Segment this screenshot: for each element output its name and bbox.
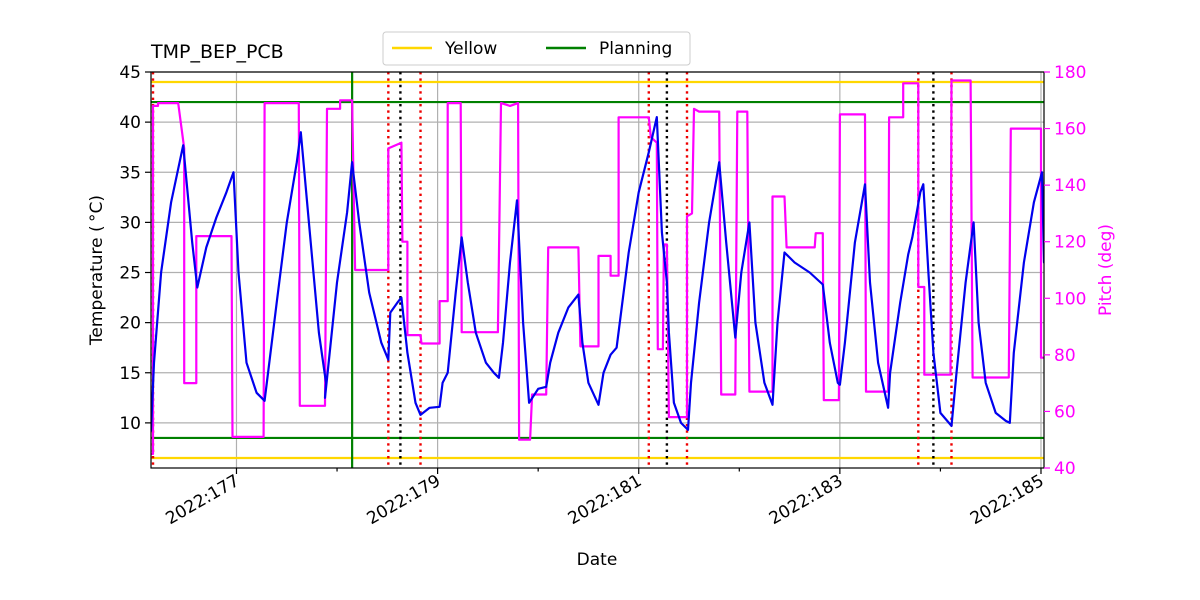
y-tick-label: 10 xyxy=(119,414,141,434)
y2-tick-label: 100 xyxy=(1054,289,1086,309)
y2-tick-label: 80 xyxy=(1054,346,1076,366)
y2-tick-label: 40 xyxy=(1054,459,1076,479)
y-axis-ticks: 10 15 20 25 30 35 40 45 xyxy=(119,63,151,434)
series-lines xyxy=(151,79,1044,455)
y2-axis-label: Pitch (deg) xyxy=(1096,224,1116,316)
y2-tick-label: 160 xyxy=(1054,120,1086,140)
y2-tick-label: 180 xyxy=(1054,63,1086,83)
y2-tick-label: 60 xyxy=(1054,402,1076,422)
y2-tick-label: 140 xyxy=(1054,176,1086,196)
plot-frame xyxy=(150,71,1045,469)
pitch-series-line xyxy=(151,79,1044,455)
legend-box xyxy=(382,31,691,66)
y-tick-label: 45 xyxy=(119,63,141,83)
y-tick-label: 15 xyxy=(119,364,141,384)
y-tick-label: 30 xyxy=(119,213,141,233)
y2-axis-ticks: 40 60 80 100 120 140 160 180 xyxy=(1044,63,1086,479)
y-tick-label: 35 xyxy=(119,163,141,183)
y-tick-label: 40 xyxy=(119,113,141,133)
chart-title: TMP_BEP_PCB xyxy=(150,41,284,63)
legend: Yellow Planning xyxy=(382,31,691,66)
y-tick-label: 25 xyxy=(119,264,141,284)
y2-tick-label: 120 xyxy=(1054,233,1086,253)
temperature-series-line xyxy=(151,115,1044,432)
y-tick-label: 20 xyxy=(119,314,141,334)
x-axis-label: Date xyxy=(577,550,618,570)
legend-label-planning: Planning xyxy=(599,39,672,59)
y-axis-label: Temperature ( °C) xyxy=(87,195,107,346)
legend-label-yellow: Yellow xyxy=(444,39,497,59)
